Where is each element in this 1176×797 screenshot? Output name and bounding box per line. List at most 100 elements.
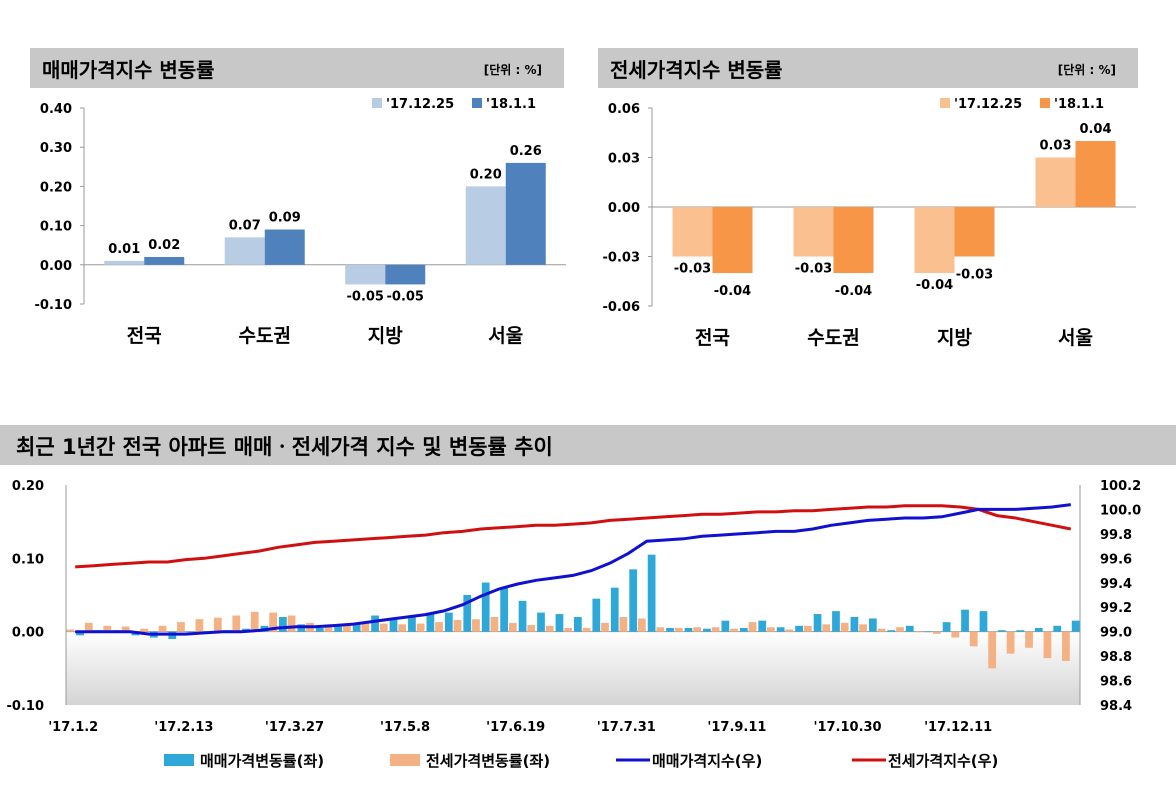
- jeonse-change-bar: [416, 623, 425, 632]
- trend-left-tick-label: -0.10: [7, 699, 44, 714]
- jeonse-change-bar: [785, 629, 794, 632]
- sale-change-bar: [961, 609, 969, 632]
- jeonse-change-bar: [840, 622, 849, 632]
- jeonse-legend-swatch: [1040, 98, 1050, 108]
- sale-bar: [345, 264, 386, 285]
- sale-change-bar: [463, 595, 472, 632]
- sale-change-bar: [186, 631, 195, 633]
- jeonse-panel-title: 전세가격지수 변동률: [610, 58, 783, 82]
- jeonse-change-bar: [453, 619, 462, 632]
- jeonse-change-bar: [877, 628, 886, 632]
- sale-index-line: [75, 503, 1071, 636]
- jeonse-change-bar: [66, 629, 75, 632]
- sale-change-bar: [352, 622, 361, 632]
- sale-change-bar: [315, 628, 324, 632]
- sale-change-bar: [426, 614, 435, 632]
- jeonse-change-bar: [638, 618, 646, 632]
- trend-legend-swatch: [164, 754, 194, 766]
- jeonse-change-bar: [619, 617, 628, 632]
- sale-change-bar: [887, 630, 896, 632]
- jeonse-change-bar: [287, 615, 296, 632]
- sale-change-bar: [76, 631, 84, 636]
- jeonse-data-label: -0.03: [956, 268, 993, 283]
- trend-legend-label: 전세가격변동률(좌): [426, 752, 550, 770]
- jeonse-change-bar: [508, 622, 517, 632]
- jeonse-legend-swatch: [940, 98, 950, 108]
- sale-change-bar: [408, 617, 416, 632]
- trend-right-tick-label: 98.8: [1100, 650, 1132, 665]
- jeonse-change-bar: [121, 626, 130, 632]
- jeonse-data-label: 0.03: [1039, 139, 1071, 154]
- sale-change-bar: [629, 569, 638, 632]
- trend-x-tick-label: '17.9.11: [707, 720, 766, 735]
- jeonse-y-tick-label: -0.06: [603, 300, 640, 315]
- trend-legend-swatch: [390, 754, 420, 766]
- jeonse-change-bar: [822, 624, 831, 632]
- trend-x-tick-label: '17.2.13: [154, 720, 213, 735]
- trend-legend-label: 매매가격지수(우): [652, 752, 762, 770]
- sale-bar: [385, 264, 426, 285]
- sale-change-bar: [500, 587, 508, 632]
- jeonse-change-bar: [859, 624, 867, 632]
- sale-y-tick-label: 0.30: [40, 141, 72, 156]
- sale-change-bar: [574, 617, 582, 632]
- jeonse-change-bar: [693, 627, 702, 632]
- jeonse-y-tick-label: -0.03: [603, 251, 640, 266]
- jeonse-change-bar: [398, 624, 407, 632]
- jeonse-bar: [914, 207, 955, 273]
- jeonse-change-bar: [103, 625, 112, 632]
- sale-category-label: 서울: [488, 325, 523, 347]
- sale-change-bar: [721, 620, 730, 632]
- jeonse-change-bar: [601, 622, 609, 632]
- sale-legend-swatch: [472, 98, 482, 108]
- sale-bar: [144, 256, 185, 265]
- trend-legend-label: 전세가격지수(우): [888, 752, 998, 770]
- trend-x-tick-label: '17.10.30: [813, 720, 881, 735]
- jeonse-change-bar: [140, 628, 148, 632]
- trend-combo-chart: -0.10 0.00 0.10 0.20 98.4 98.6 98.8 99.0 99.2 99.…: [7, 479, 1142, 770]
- jeonse-category-label: 전국: [695, 327, 730, 349]
- jeonse-bar: [1035, 157, 1076, 207]
- jeonse-change-bar: [656, 627, 665, 632]
- sale-data-label: 0.02: [148, 238, 180, 253]
- sale-change-bar: [334, 626, 343, 632]
- jeonse-change-bar: [969, 631, 978, 647]
- jeonse-change-bar: [932, 631, 941, 634]
- trend-right-tick-label: 100.2: [1100, 479, 1141, 494]
- sale-bar: [104, 260, 145, 265]
- sale-bar: [505, 162, 546, 265]
- jeonse-data-label: 0.04: [1079, 122, 1111, 137]
- jeonse-change-bar: [711, 627, 720, 632]
- jeonse-change-bar-chart: -0.06-0.030.000.030.06-0.03-0.04전국-0.03-…: [603, 97, 1136, 349]
- jeonse-change-bar: [1043, 631, 1052, 659]
- trend-left-tick-label: 0.10: [12, 552, 44, 567]
- sale-change-bar: [371, 615, 379, 632]
- sale-change-bar: [942, 622, 951, 632]
- jeonse-change-bar: [472, 619, 480, 632]
- jeonse-y-tick-label: 0.00: [608, 201, 640, 216]
- trend-negative-region: [66, 631, 1080, 705]
- sale-category-label: 수도권: [239, 325, 291, 347]
- jeonse-change-bar: [951, 631, 960, 638]
- jeonse-panel-unit: [단위 : %]: [1057, 63, 1116, 77]
- trend-right-tick-label: 99.0: [1100, 626, 1132, 641]
- jeonse-change-bar: [896, 627, 904, 632]
- jeonse-legend-label: '18.1.1: [1054, 97, 1104, 112]
- jeonse-change-bar: [803, 625, 812, 632]
- trend-x-tick-label: '17.6.19: [486, 720, 545, 735]
- jeonse-change-bar: [914, 631, 923, 633]
- sale-y-tick-label: -0.10: [35, 298, 72, 313]
- sale-change-bar: [832, 611, 840, 632]
- trend-legend-label: 매매가격변동률(좌): [200, 752, 324, 770]
- sale-data-label: 0.26: [510, 144, 542, 159]
- trend-x-tick-label: '17.12.11: [924, 720, 992, 735]
- sale-change-bar: [518, 600, 527, 632]
- jeonse-change-bar: [1025, 631, 1033, 648]
- jeonse-data-label: -0.04: [916, 278, 953, 293]
- sale-change-bar: [868, 618, 877, 632]
- sale-change-bar: [444, 612, 453, 632]
- jeonse-panel-header: 전세가격지수 변동률 [단위 : %]: [598, 48, 1138, 88]
- sale-change-bar: [795, 625, 803, 632]
- trend-right-tick-label: 99.6: [1100, 552, 1132, 567]
- jeonse-bar: [712, 207, 753, 273]
